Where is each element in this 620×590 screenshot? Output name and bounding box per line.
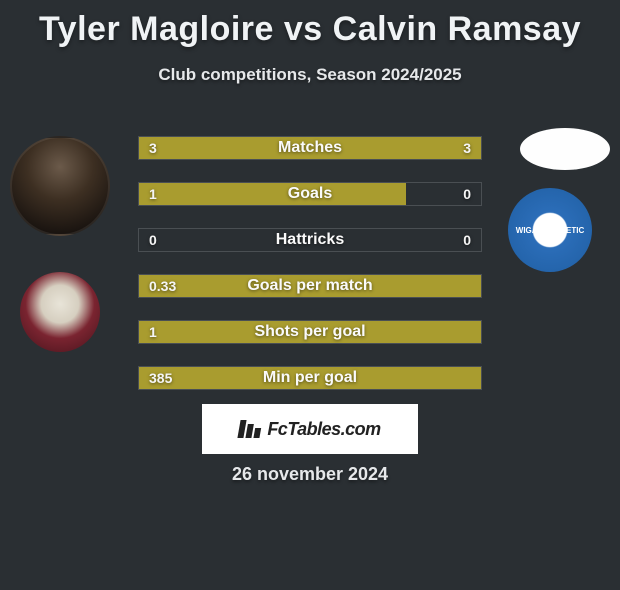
player-left-club-badge — [20, 272, 100, 352]
stats-bars: 33Matches 10Goals 00Hattricks 0.33Goals per… — [138, 136, 482, 412]
stat-row: 33Matches — [138, 136, 482, 160]
page-title: Tyler Magloire vs Calvin Ramsay — [0, 10, 620, 49]
stat-row: 10Goals — [138, 182, 482, 206]
stat-label: Shots per goal — [139, 321, 481, 343]
club-badge-text: WIGAN ATHLETIC — [516, 226, 584, 235]
stat-label: Goals per match — [139, 275, 481, 297]
branding-text: FcTables.com — [267, 419, 380, 440]
date-label: 26 november 2024 — [0, 464, 620, 485]
stat-label: Min per goal — [139, 367, 481, 389]
stat-row: 0.33Goals per match — [138, 274, 482, 298]
stat-label: Matches — [139, 137, 481, 159]
branding-badge: FcTables.com — [202, 404, 418, 454]
stat-label: Hattricks — [139, 229, 481, 251]
stat-row: 1Shots per goal — [138, 320, 482, 344]
stat-row: 00Hattricks — [138, 228, 482, 252]
stat-label: Goals — [139, 183, 481, 205]
player-right-photo — [520, 128, 610, 170]
player-right-club-badge: WIGAN ATHLETIC — [508, 188, 592, 272]
stat-row: 385Min per goal — [138, 366, 482, 390]
subtitle: Club competitions, Season 2024/2025 — [0, 65, 620, 85]
player-left-photo — [10, 136, 110, 236]
